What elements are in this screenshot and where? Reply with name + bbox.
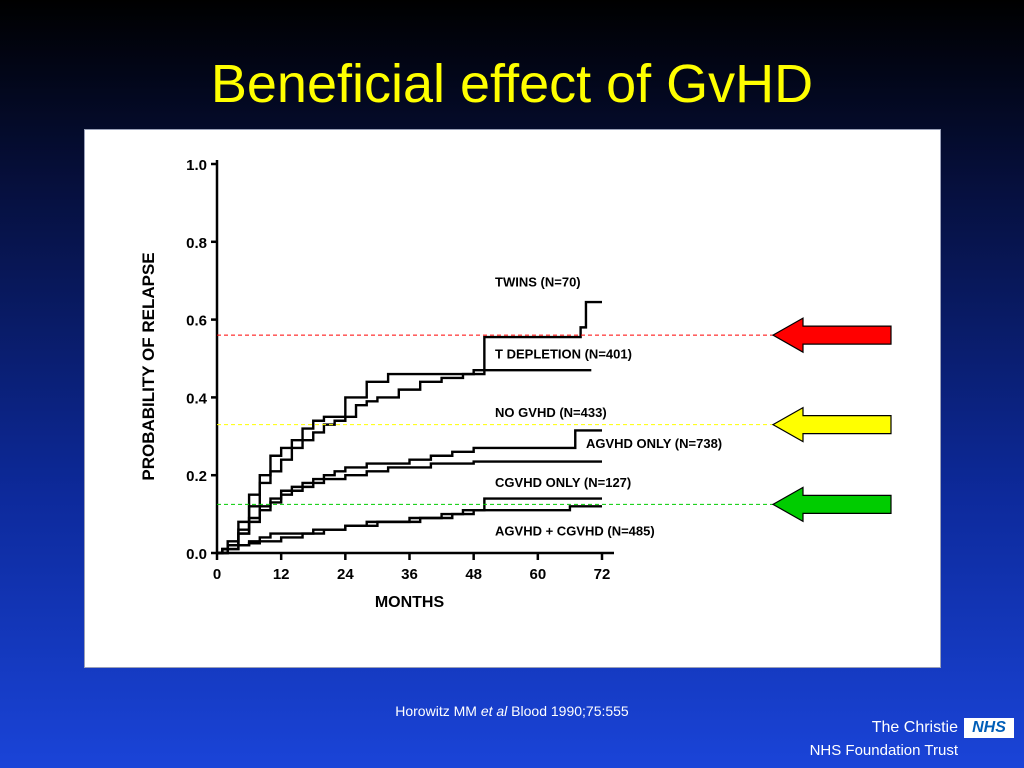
series-line-5 [217, 505, 602, 555]
series-label-3: AGVHD ONLY (N=738) [586, 436, 722, 451]
series-label-4: CGVHD ONLY (N=127) [495, 475, 631, 490]
chart-panel: 0.0 0.2 0.4 0.6 0.8 1.0 0 12 24 36 48 60 72 MONTHS PRO… [84, 129, 941, 668]
citation-author: Horowitz MM [395, 703, 481, 719]
x-tick-label: 12 [273, 566, 290, 583]
x-tick-label: 72 [594, 566, 611, 583]
y-tick-label: 0.0 [186, 546, 207, 563]
trust-name: NHS Foundation Trust [809, 742, 958, 759]
citation-et-al: et al [480, 703, 508, 719]
reference-arrow-icon-0 [771, 317, 892, 354]
y-tick-label: 0.4 [186, 390, 208, 407]
relapse-probability-chart: 0.0 0.2 0.4 0.6 0.8 1.0 0 12 24 36 48 60 72 MONTHS PRO… [139, 157, 892, 611]
series-label-1: T DEPLETION (N=401) [495, 347, 632, 362]
x-axis-label: MONTHS [375, 594, 445, 611]
y-tick-label: 0.6 [186, 313, 207, 330]
citation: Horowitz MM et al Blood 1990;75:555 [0, 703, 1024, 719]
series-line-1 [217, 368, 592, 555]
y-tick-label: 1.0 [186, 157, 207, 174]
x-tick-label: 48 [465, 566, 482, 583]
nhs-logo: NHS [964, 718, 1014, 738]
series-label-5: AGVHD + CGVHD (N=485) [495, 523, 655, 538]
x-tick-label: 36 [401, 566, 418, 583]
series-line-3 [217, 460, 602, 555]
reference-arrow-icon-2 [771, 486, 892, 523]
reference-arrow-icon-1 [771, 406, 892, 443]
y-axis-label: PROBABILITY OF RELAPSE [139, 252, 158, 480]
slide-title: Beneficial effect of GvHD [210, 54, 814, 114]
y-tick-label: 0.8 [186, 235, 207, 252]
citation-journal: Blood 1990;75:555 [507, 703, 629, 719]
x-tick-label: 24 [337, 566, 354, 583]
y-tick-label: 0.2 [186, 468, 207, 485]
series-label-0: TWINS (N=70) [495, 275, 581, 290]
organization-name: The Christie [871, 719, 958, 736]
series-label-2: NO GVHD (N=433) [495, 405, 607, 420]
series-line-0 [217, 300, 602, 555]
x-tick-label: 60 [529, 566, 546, 583]
x-tick-label: 0 [213, 566, 221, 583]
